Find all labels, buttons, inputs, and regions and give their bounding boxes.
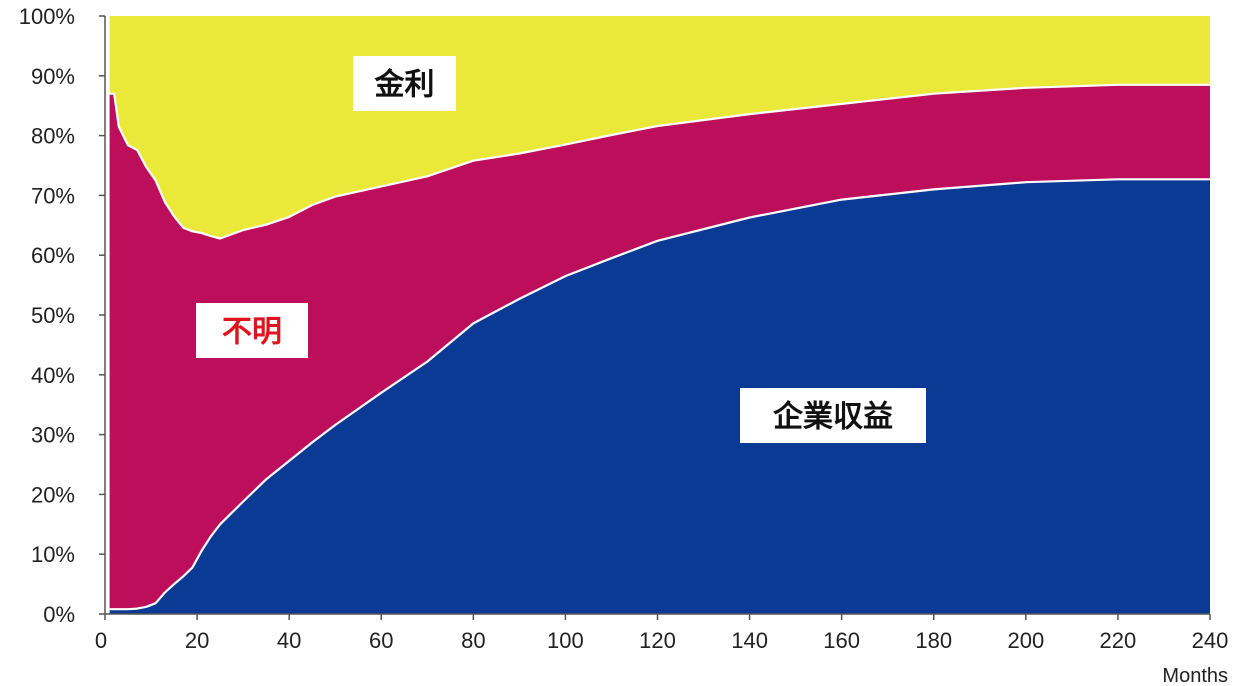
area-label-2: 企業収益 [740, 388, 926, 443]
area-label-text: 不明 [222, 315, 282, 350]
area-label-1: 不明 [196, 303, 308, 358]
x-tick-label: 160 [823, 628, 860, 653]
axes: 0% 10% 20% 30% 40% 50% 60% 70% 80% 90% 100% 0 20 40 60… [19, 4, 1229, 686]
area-label-text: 金利 [374, 68, 435, 103]
x-tick-label: 60 [369, 628, 393, 653]
y-tick-label: 50% [31, 303, 75, 328]
x-tick-label: 200 [1007, 628, 1044, 653]
y-tick-label: 0% [43, 602, 75, 627]
y-tick-label: 40% [31, 363, 75, 388]
x-tick-label: 240 [1192, 628, 1229, 653]
x-tick-label: 220 [1100, 628, 1137, 653]
y-tick-label: 70% [31, 183, 75, 208]
series-boundaries [109, 83, 1210, 611]
x-tick-label: 140 [731, 628, 768, 653]
x-tick-label: 180 [915, 628, 952, 653]
x-tick-label: 100 [547, 628, 584, 653]
x-tick-label: 20 [185, 628, 209, 653]
area-label-box [196, 303, 308, 358]
x-tick-label: 120 [639, 628, 676, 653]
y-tick-label: 80% [31, 124, 75, 149]
x-axis-title: Months [1162, 665, 1228, 686]
x-tick-label: 80 [461, 628, 485, 653]
y-tick-label: 10% [31, 542, 75, 567]
area-label-box [740, 388, 926, 443]
area-label-0: 金利 [353, 56, 456, 111]
y-tick-label: 60% [31, 243, 75, 268]
x-tick-label: 0 [95, 628, 107, 653]
y-tick-label: 90% [31, 64, 75, 89]
area-label-text: 企業収益 [773, 400, 893, 435]
y-tick-label: 30% [31, 423, 75, 448]
x-tick-label: 40 [277, 628, 301, 653]
area-series-1 [109, 84, 1211, 610]
y-tick-label: 100% [19, 4, 75, 29]
area-series-0 [109, 179, 1211, 615]
boundary-line-0 [109, 178, 1210, 611]
area-label-box [353, 56, 456, 111]
boundary-line-1 [109, 83, 1210, 240]
y-tick-label: 20% [31, 482, 75, 507]
